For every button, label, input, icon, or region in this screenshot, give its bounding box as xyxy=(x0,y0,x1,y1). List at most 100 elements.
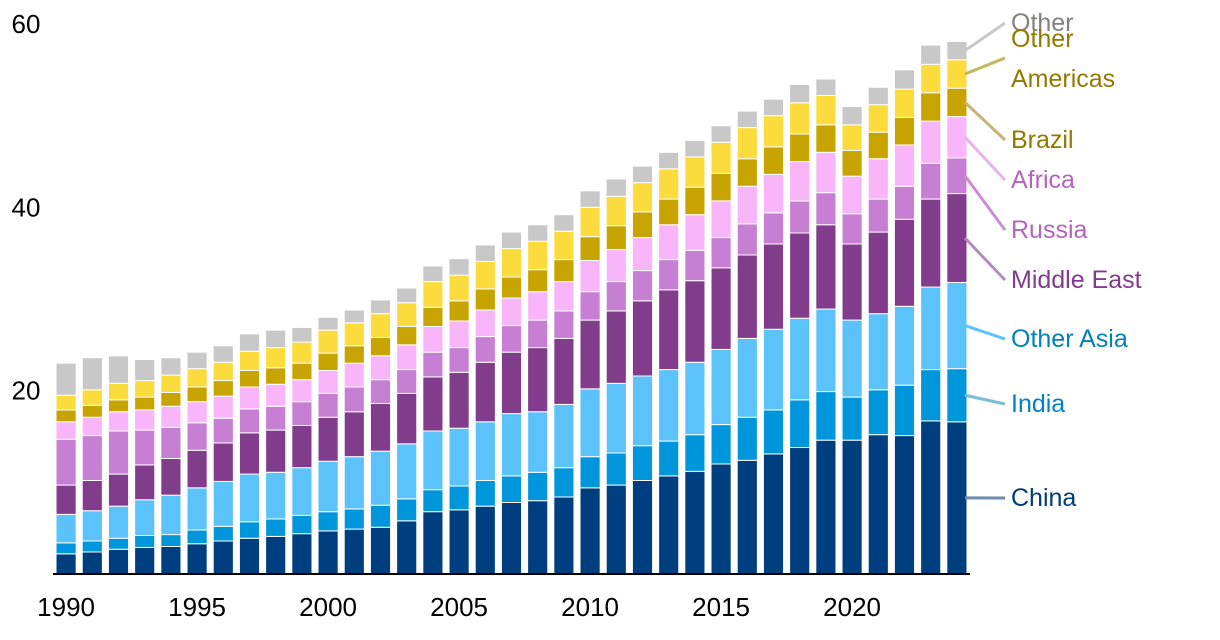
bar-middle-east-1997 xyxy=(238,432,261,475)
bar-india-2018 xyxy=(789,399,811,448)
bar-brazil-2004 xyxy=(422,306,444,327)
bar-other-2022 xyxy=(893,69,916,90)
bar-india-2015 xyxy=(710,424,732,465)
bar-other-asia-2003 xyxy=(396,443,418,500)
bar-china-1996 xyxy=(212,540,234,575)
bar-india-2013 xyxy=(658,440,680,477)
bar-other-americas-1990 xyxy=(55,394,77,411)
bar-russia-2008 xyxy=(527,319,549,349)
bar-russia-1992 xyxy=(107,430,130,475)
bar-india-1996 xyxy=(212,525,234,542)
bar-other-2010 xyxy=(579,190,601,208)
bar-other-americas-2013 xyxy=(658,168,680,200)
bar-china-2008 xyxy=(527,500,549,575)
bar-brazil-2006 xyxy=(474,288,496,311)
bar-africa-1997 xyxy=(238,386,261,410)
bar-other-1990 xyxy=(55,362,77,396)
bar-middle-east-1994 xyxy=(160,458,182,496)
bar-russia-2005 xyxy=(448,347,470,373)
bar-china-2023 xyxy=(920,420,942,575)
bar-other-americas-2018 xyxy=(789,102,811,135)
bar-brazil-2015 xyxy=(710,172,732,202)
bar-india-1992 xyxy=(107,537,130,550)
bar-other-1999 xyxy=(291,326,313,343)
legend-leader-middle-east xyxy=(963,237,1007,282)
bar-russia-2023 xyxy=(920,162,942,200)
bar-india-2023 xyxy=(920,369,942,422)
legend-leader-other xyxy=(964,21,1006,52)
legend-label-middle-east: Middle East xyxy=(1011,266,1142,294)
bar-china-1994 xyxy=(160,546,182,575)
bar-africa-1998 xyxy=(265,383,287,407)
bar-middle-east-2017 xyxy=(762,243,785,330)
bar-middle-east-2012 xyxy=(631,300,654,377)
bar-india-2003 xyxy=(396,498,418,522)
x-tick-label-1995: 1995 xyxy=(168,592,226,622)
bar-middle-east-2022 xyxy=(893,218,916,307)
bar-other-americas-1994 xyxy=(160,374,182,393)
legend-label-other-americas: Other xyxy=(1011,25,1074,53)
bar-africa-2020 xyxy=(841,175,863,215)
bar-middle-east-1996 xyxy=(212,442,234,482)
bar-other-asia-1991 xyxy=(81,510,103,542)
bar-middle-east-2021 xyxy=(867,231,889,315)
bar-india-2004 xyxy=(422,489,444,513)
bar-brazil-2014 xyxy=(684,186,706,216)
legend-leader-russia xyxy=(963,174,1007,231)
legend-leader-india xyxy=(964,393,1006,406)
bar-india-1997 xyxy=(238,521,261,539)
bar-china-2015 xyxy=(710,463,732,575)
bar-africa-1996 xyxy=(212,395,234,419)
bar-africa-2021 xyxy=(867,158,889,200)
bar-russia-2016 xyxy=(736,223,758,256)
bar-china-2009 xyxy=(553,496,575,575)
bar-india-1990 xyxy=(55,542,77,555)
bar-other-asia-1996 xyxy=(212,480,234,527)
bar-other-americas-2015 xyxy=(710,141,732,174)
bar-middle-east-2001 xyxy=(343,411,365,458)
bar-other-asia-1995 xyxy=(186,487,208,531)
bar-russia-1995 xyxy=(186,422,208,451)
bar-brazil-2003 xyxy=(396,326,418,346)
bar-other-1992 xyxy=(107,355,130,384)
bar-other-asia-2009 xyxy=(553,403,575,469)
bar-other-2005 xyxy=(448,258,470,276)
bar-china-2002 xyxy=(369,526,392,575)
bar-china-2021 xyxy=(867,434,889,575)
bar-brazil-2021 xyxy=(867,131,889,160)
bar-other-2006 xyxy=(474,244,496,262)
bar-other-americas-1996 xyxy=(212,361,234,382)
bar-africa-2007 xyxy=(500,297,523,327)
bar-china-2003 xyxy=(396,520,418,575)
bar-africa-2005 xyxy=(448,320,470,349)
bar-other-asia-2008 xyxy=(527,411,549,473)
bar-russia-2009 xyxy=(553,310,575,339)
bar-africa-2001 xyxy=(343,362,365,388)
bar-brazil-1996 xyxy=(212,380,234,397)
bar-other-1994 xyxy=(160,357,182,376)
bar-other-asia-2024 xyxy=(946,282,968,370)
bar-other-asia-2001 xyxy=(343,456,365,510)
bar-africa-1999 xyxy=(291,379,313,403)
bar-russia-1999 xyxy=(291,401,313,427)
bar-brazil-1994 xyxy=(160,392,182,407)
bar-other-1991 xyxy=(81,357,103,391)
bar-india-1999 xyxy=(291,514,313,535)
bar-russia-1997 xyxy=(238,408,261,434)
bar-africa-2008 xyxy=(527,291,549,321)
bar-africa-2009 xyxy=(553,281,575,312)
bar-other-asia-2011 xyxy=(605,382,627,454)
bar-other-americas-2001 xyxy=(343,322,365,347)
x-tick-label-2010: 2010 xyxy=(561,592,619,622)
bar-other-asia-1999 xyxy=(291,467,313,516)
y-tick-label-60: 60 xyxy=(12,9,41,39)
bar-china-1995 xyxy=(186,543,208,575)
bar-other-americas-2019 xyxy=(815,95,837,126)
bar-india-2016 xyxy=(736,416,758,461)
bar-middle-east-2002 xyxy=(369,403,392,452)
bar-other-2023 xyxy=(920,44,942,65)
bar-russia-1996 xyxy=(212,417,234,444)
bar-brazil-2002 xyxy=(369,337,392,357)
bar-other-asia-2010 xyxy=(579,388,601,458)
